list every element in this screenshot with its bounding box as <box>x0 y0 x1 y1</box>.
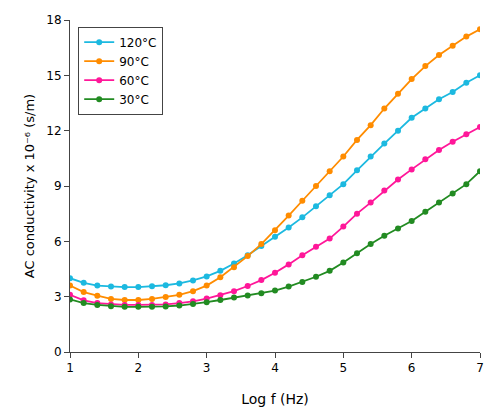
svg-text:1: 1 <box>66 361 74 375</box>
svg-text:15: 15 <box>46 69 61 83</box>
svg-text:3: 3 <box>54 290 62 304</box>
svg-text:12: 12 <box>46 124 61 138</box>
svg-text:2: 2 <box>135 361 143 375</box>
svg-text:3: 3 <box>203 361 211 375</box>
svg-text:6: 6 <box>54 235 62 249</box>
svg-text:4: 4 <box>271 361 279 375</box>
svg-text:90°C: 90°C <box>119 55 149 69</box>
svg-text:9: 9 <box>54 179 62 193</box>
svg-text:30°C: 30°C <box>119 93 149 107</box>
svg-text:Log f (Hz): Log f (Hz) <box>241 391 309 407</box>
svg-text:18: 18 <box>46 13 61 27</box>
svg-text:AC conductivity x 10⁻⁶ (s/m): AC conductivity x 10⁻⁶ (s/m) <box>22 94 37 278</box>
svg-text:60°C: 60°C <box>119 74 149 88</box>
svg-text:0: 0 <box>54 345 62 359</box>
svg-text:7: 7 <box>476 361 484 375</box>
svg-text:5: 5 <box>340 361 348 375</box>
svg-text:6: 6 <box>408 361 416 375</box>
svg-text:120°C: 120°C <box>119 36 156 50</box>
